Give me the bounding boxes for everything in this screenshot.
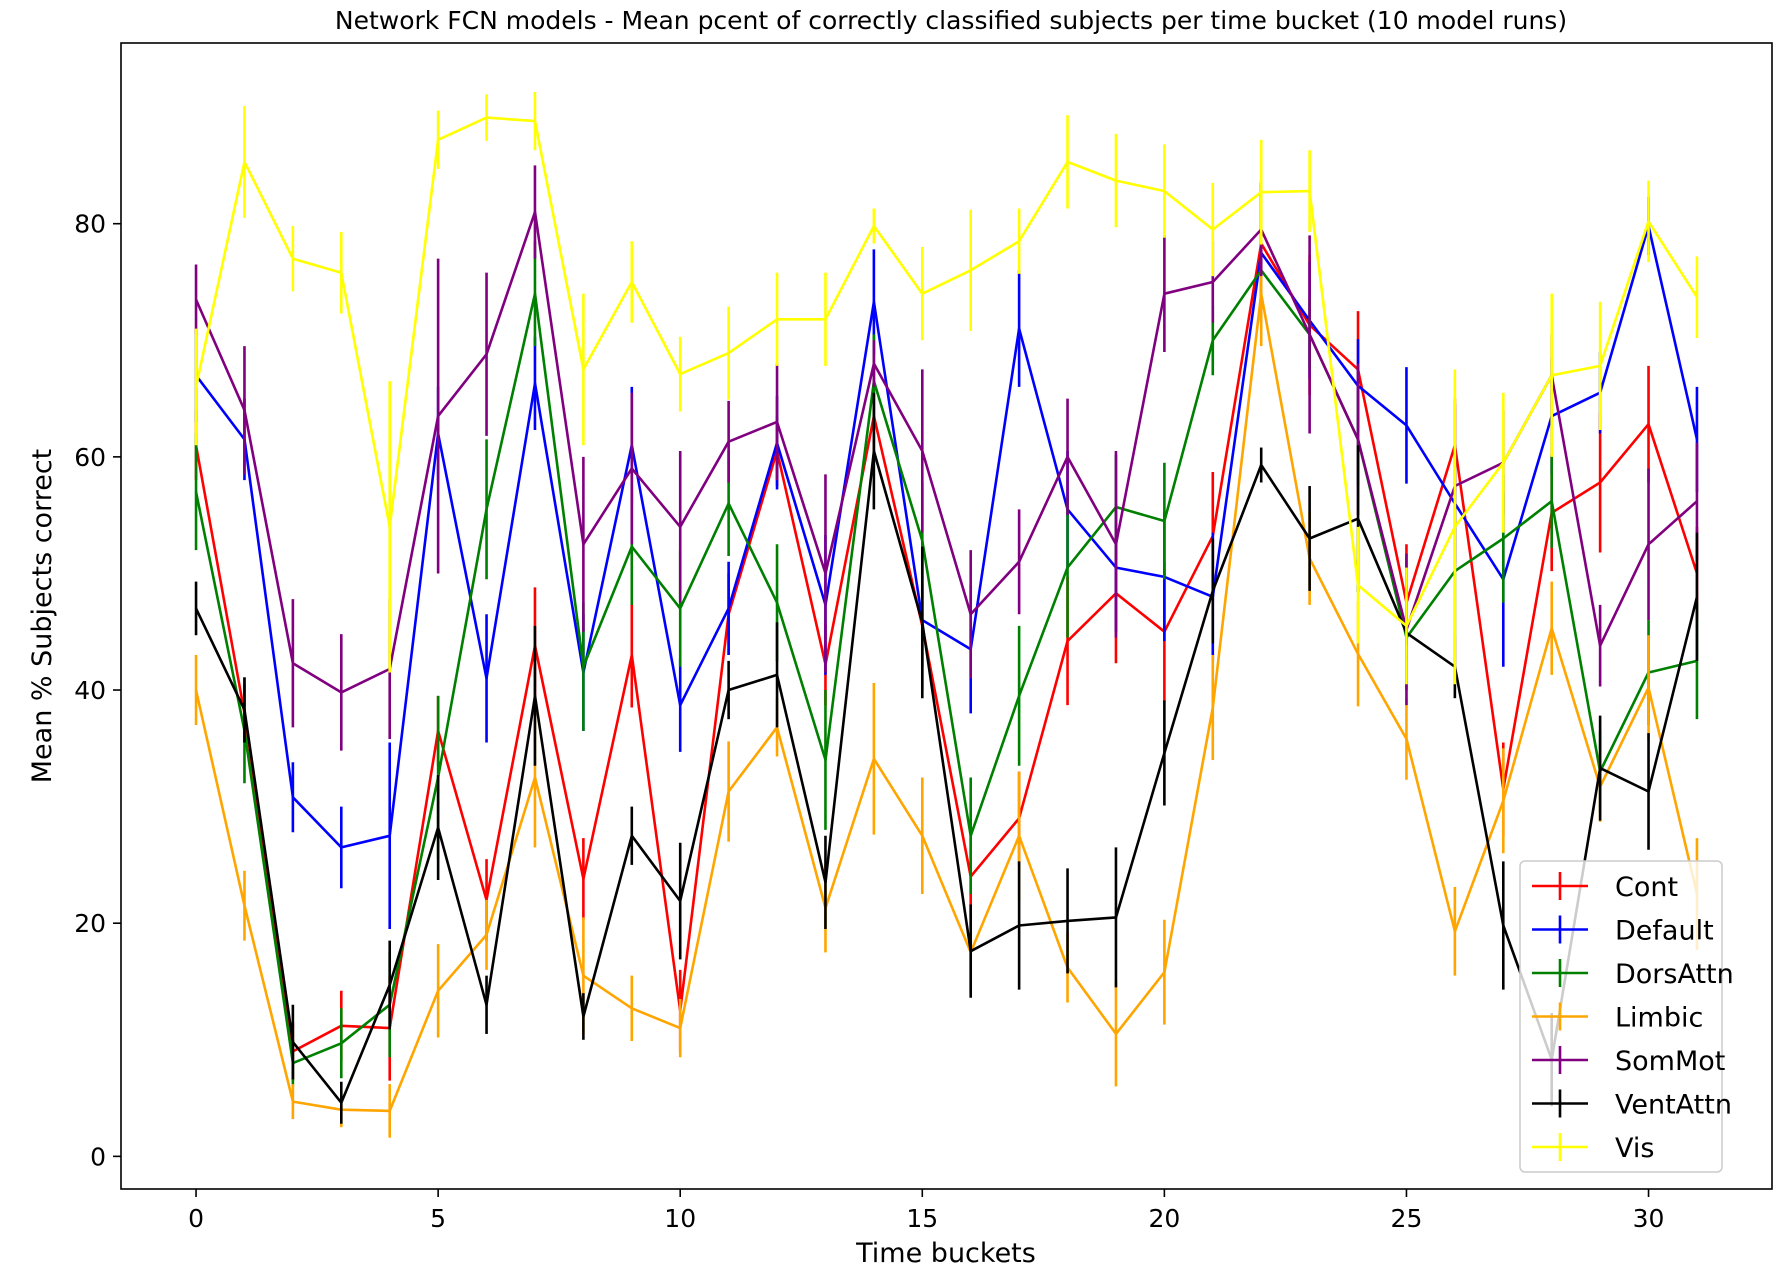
plot-frame bbox=[120, 42, 1773, 1190]
y-tick-label: 80 bbox=[74, 210, 106, 239]
x-tick-label: 0 bbox=[188, 1204, 204, 1233]
series-dorsattn bbox=[194, 241, 1699, 1087]
x-tick-label: 10 bbox=[664, 1204, 696, 1233]
series-line bbox=[194, 210, 1698, 694]
y-tick-label: 20 bbox=[74, 909, 106, 938]
plot-series bbox=[194, 91, 1699, 1138]
series-line bbox=[194, 242, 1699, 1053]
x-tick-label: 30 bbox=[1633, 1204, 1665, 1233]
x-tick-label: 5 bbox=[430, 1204, 446, 1233]
x-axis: 0 5 10 15 20 25 30 bbox=[188, 1189, 1664, 1233]
legend-label: Vis bbox=[1615, 1133, 1654, 1164]
legend-item-ventattn: VentAttn bbox=[1532, 1089, 1732, 1121]
y-tick-label: 60 bbox=[74, 443, 106, 472]
y-tick-label: 40 bbox=[74, 676, 106, 705]
legend-item-default: Default bbox=[1532, 915, 1714, 947]
legend-item-cont: Cont bbox=[1532, 872, 1678, 903]
series-cont bbox=[194, 179, 1699, 1081]
x-tick-label: 20 bbox=[1148, 1204, 1180, 1233]
legend-label: VentAttn bbox=[1615, 1090, 1732, 1121]
series-default bbox=[194, 182, 1699, 930]
y-axis: 0 20 40 60 80 bbox=[74, 210, 121, 1171]
series-line bbox=[194, 268, 1698, 1065]
legend-item-dorsattn: DorsAttn bbox=[1532, 959, 1734, 990]
x-tick-label: 15 bbox=[906, 1204, 938, 1233]
series-line bbox=[194, 224, 1699, 849]
series-ventattn bbox=[194, 392, 1699, 1124]
y-axis-label: Mean % Subjects correct bbox=[27, 449, 58, 784]
series-line bbox=[194, 449, 1699, 1104]
legend-label: SomMot bbox=[1615, 1046, 1725, 1077]
legend: Cont Default DorsAttn Limbic SomMot VentAttn V… bbox=[1519, 860, 1734, 1173]
legend-label: Cont bbox=[1615, 872, 1678, 903]
legend-box bbox=[1519, 860, 1723, 1173]
legend-item-vis: Vis bbox=[1532, 1133, 1654, 1164]
legend-label: Default bbox=[1615, 916, 1714, 947]
legend-item-limbic: Limbic bbox=[1532, 1002, 1703, 1034]
y-tick-label: 0 bbox=[90, 1142, 106, 1171]
legend-label: DorsAttn bbox=[1615, 959, 1734, 990]
x-axis-label: Time buckets bbox=[855, 1238, 1036, 1269]
chart-title: Network FCN models - Mean pcent of corre… bbox=[335, 6, 1567, 35]
legend-label: Limbic bbox=[1615, 1003, 1703, 1034]
legend-item-sommot: SomMot bbox=[1532, 1046, 1725, 1077]
series-vis bbox=[194, 91, 1699, 685]
series-line bbox=[194, 292, 1699, 1113]
series-sommot bbox=[194, 165, 1699, 751]
x-tick-label: 25 bbox=[1391, 1204, 1423, 1233]
series-line bbox=[194, 116, 1699, 628]
